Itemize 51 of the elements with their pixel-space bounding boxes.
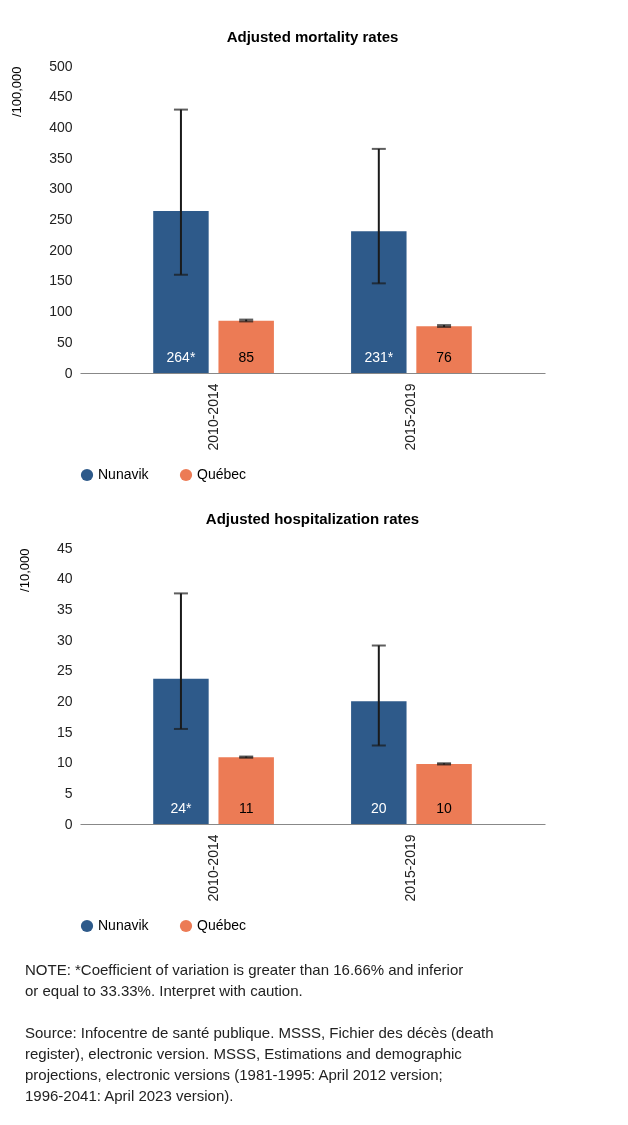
y-axis-title: /10,000 [16,548,32,592]
text: NOTE: *Coefficient of variation is greater than 16.66% and inferior or equal to 33.33%. Interpret with caution. [25,961,464,999]
legend-label: Nunavik [98,466,150,482]
bar [153,210,209,373]
bar [218,320,274,373]
data-label: 20 [371,800,387,816]
bar [351,701,407,824]
x-tick-label: 2010-2014 [204,834,221,902]
y-tick-label: 35 [56,600,73,617]
chart-title: Adjusted hospitalization rates [205,510,420,527]
x-tick-label: 2015-2019 [402,383,419,451]
source-note: Source: Infocentre de santé publique. MSSS, Fichier des décès (death register), electronic version. MSSS, Estimations and demographic projections, electronic versions (1981-1995: April 2012 version; 1996-2041: April 2023 version). [25,1024,494,1104]
y-tick-label: 10 [56,754,73,771]
data-label: 264* [166,349,196,365]
data-label: 231* [364,349,394,365]
y-tick-label: 200 [49,241,73,258]
y-tick-label: 150 [49,272,73,289]
y-tick-label: 450 [49,88,73,105]
legend-label: Nunavik [98,917,150,933]
y-tick-label: 0 [64,815,73,832]
bar [351,231,407,373]
chart-title: Adjusted mortality rates [226,28,399,45]
bar [153,678,209,824]
bar [416,326,472,373]
y-tick-label: 25 [56,662,73,679]
y-tick-label: 400 [49,118,73,135]
data-label: 76 [436,349,453,365]
x-tick-label: 2010-2014 [204,383,221,451]
y-tick-label: 0 [64,364,73,381]
y-tick-label: 100 [49,303,73,320]
y-tick-label: 500 [49,57,73,74]
y-tick-label: 15 [56,723,73,740]
y-tick-label: 30 [56,631,73,648]
y-tick-label: 20 [56,692,73,709]
y-axis-title: /100,000 [9,66,25,118]
bar [416,763,472,824]
y-tick-label: 40 [56,570,73,587]
legend-label: Québec [197,917,247,933]
y-tick-label: 50 [56,333,73,350]
y-tick-label: 5 [64,784,73,801]
data-label: 24* [170,800,192,816]
x-tick-label: 2015-2019 [402,834,419,902]
data-label: 11 [238,800,254,816]
y-tick-label: 350 [49,149,73,166]
y-tick-label: 250 [49,211,73,227]
data-label: 85 [238,349,255,365]
y-tick-label: 45 [56,539,73,556]
legend-label: Québec [197,466,247,482]
y-tick-label: 300 [49,180,73,197]
bar [218,757,274,824]
data-label: 10 [436,800,453,816]
